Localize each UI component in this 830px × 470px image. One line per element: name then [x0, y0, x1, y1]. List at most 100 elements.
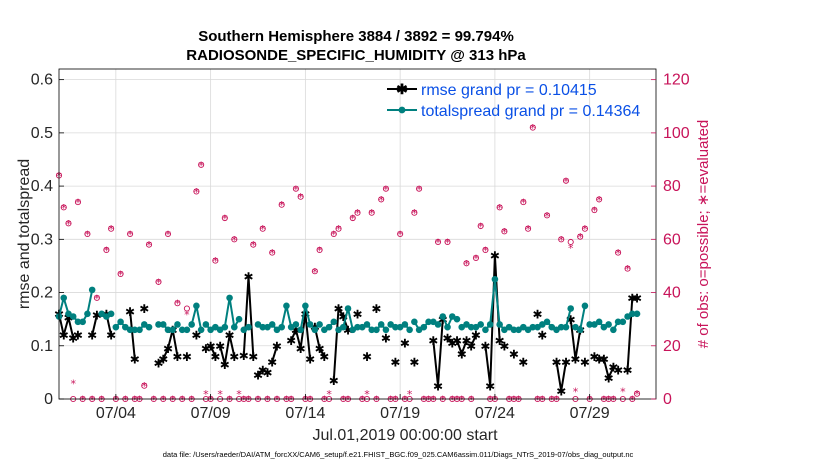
- totalspread-point-17-2: [344, 305, 352, 312]
- obs-evaluated-point-57: *: [326, 388, 332, 401]
- rmse-point-15-1: ✱: [334, 302, 344, 316]
- rmse-line-segment-38: [626, 296, 637, 370]
- rmse-point-25-1: ✱: [471, 329, 481, 343]
- totalspread-point-6-1: [174, 321, 181, 328]
- obs-evaluated-point-44: *: [265, 394, 271, 407]
- obs-possible-point-68: [378, 196, 385, 203]
- rmse-point-37-0: ✱: [613, 363, 623, 377]
- obs-evaluated-point-43: *: [260, 223, 266, 236]
- obs-evaluated-point-61: *: [345, 394, 351, 407]
- obs-evaluated-point-108: *: [568, 242, 574, 255]
- rmse-line-segment-14: [313, 326, 326, 357]
- obs-possible-point-15: [127, 230, 134, 238]
- obs-possible-point-93: [496, 204, 503, 211]
- obs-possible-point-66: [368, 209, 375, 216]
- y-axis-label-right: # of obs: o=possible; ∗=evaluated: [695, 120, 712, 349]
- rmse-point-24-0: ✱: [442, 331, 452, 345]
- x-axis-ticks: 07/04 07/09 07/14 07/19 07/24 07/29: [96, 394, 610, 422]
- totalspread-point-37-0: [610, 326, 617, 334]
- rmse-point-19-0: ✱: [381, 331, 391, 345]
- legend-rmse-marker: ✱: [396, 81, 408, 97]
- rmse-point-3-1: ✱: [130, 353, 140, 367]
- obs-evaluated-point-1: *: [61, 202, 67, 215]
- totalspread-point-33-2: [562, 323, 570, 331]
- rmse-line-segment-36: [602, 358, 615, 381]
- legend-totalspread-label: totalspread grand pr = 0.14364: [421, 103, 640, 120]
- totalspread-point-25-3: [453, 315, 461, 323]
- totalspread-point-12-1: [259, 323, 267, 331]
- totalspread-point-23-0: [411, 318, 418, 326]
- obs-evaluated-point-36: *: [227, 394, 233, 407]
- rmse-point-6-0: ✱: [182, 350, 192, 364]
- obs-evaluated-point-45: *: [269, 247, 275, 260]
- legend-totalspread-marker: [398, 106, 406, 114]
- obs-evaluated-point-23: *: [165, 229, 171, 242]
- totalspread-point-35-0: [586, 321, 593, 328]
- rmse-point-18-0: ✱: [371, 302, 381, 316]
- rmse-line-segment-3: [129, 311, 136, 360]
- totalspread-point-5-0: [155, 321, 162, 328]
- totalspread-point-13-0: [268, 321, 276, 328]
- obs-evaluated-point-56: *: [322, 394, 328, 407]
- x-axis-label: Jul.01,2019 00:00:00 start: [312, 427, 498, 444]
- totalspread-point-25-1: [444, 323, 451, 331]
- obs-evaluated-point-52: *: [303, 394, 309, 407]
- rmse-point-9-2: ✱: [225, 329, 235, 343]
- obs-evaluated-point-80: *: [435, 236, 441, 249]
- x-tick-label-2: 07/14: [285, 405, 325, 422]
- rmse-line-segment-25: [470, 334, 477, 347]
- obs-evaluated-point-53: *: [307, 394, 313, 407]
- rmse-line-segment-9: [219, 334, 236, 365]
- rmse-point-35-1: ✱: [594, 353, 604, 367]
- obs-evaluated-point-6: *: [85, 229, 91, 242]
- rmse-point-20-0: ✱: [390, 355, 400, 369]
- rmse-line-segment-8: [205, 344, 217, 357]
- obs-evaluated-point-28: *: [189, 394, 195, 407]
- rmse-line-segment-0: [58, 313, 79, 340]
- obs-evaluated-point-2: *: [66, 218, 72, 231]
- totalspread-point-0-4: [74, 318, 82, 326]
- totalspread-point-15-3: [311, 326, 319, 334]
- totalspread-point-8-2: [197, 326, 205, 334]
- totalspread-point-5-2: [164, 326, 172, 334]
- rmse-point-23-1: ✱: [433, 379, 443, 393]
- rmse-point-38-0: ✱: [623, 363, 633, 377]
- obs-possible-point-113: [591, 206, 598, 214]
- obs-evaluated-point-95: *: [506, 394, 512, 407]
- y-tick-label-right-3: 60: [663, 231, 681, 248]
- rmse-point-38-1: ✱: [627, 291, 637, 305]
- rmse-point-28-0: ✱: [509, 347, 519, 361]
- obs-evaluated-point-42: *: [255, 394, 261, 407]
- obs-evaluated-point-58: *: [331, 229, 337, 242]
- totalspread-point-29-1: [510, 326, 518, 334]
- obs-evaluated-point-78: *: [426, 394, 432, 407]
- obs-possible-point-27: [183, 305, 190, 312]
- obs-evaluated-point-119: *: [620, 386, 626, 399]
- y-axis-right-ticks: 0 20 40 60 80 100 120: [651, 72, 690, 408]
- obs-evaluated-point-118: *: [615, 247, 621, 260]
- totalspread-point-36-2: [605, 321, 612, 328]
- obs-evaluated-point-117: *: [611, 394, 617, 407]
- rmse-point-24-2: ✱: [452, 334, 462, 348]
- obs-possible-point-111: [581, 225, 588, 232]
- obs-possible-point-35: [221, 214, 228, 222]
- obs-possible-point-23: [164, 230, 172, 238]
- obs-possible-point-51: [297, 193, 304, 200]
- obs-evaluated-point-64: *: [359, 394, 365, 407]
- obs-evaluated-point-98: *: [521, 197, 527, 210]
- rmse-point-36-0: ✱: [599, 353, 609, 367]
- obs-evaluated-point-29: *: [194, 186, 200, 199]
- obs-possible-point-10: [103, 246, 110, 254]
- rmse-point-32-0: ✱: [551, 355, 561, 369]
- obs-evaluated-point-11: *: [108, 223, 114, 236]
- obs-evaluated-point-90: *: [483, 244, 489, 257]
- rmse-point-26-3: ✱: [495, 334, 505, 348]
- obs-evaluated-point-3: *: [70, 378, 76, 391]
- rmse-point-11-2: ✱: [262, 366, 272, 380]
- totalspread-point-24-0: [420, 323, 428, 331]
- rmse-point-13-3: ✱: [300, 307, 310, 321]
- rmse-line-segment-10: [242, 276, 255, 357]
- obs-evaluated-point-8: *: [94, 292, 100, 305]
- totalspread-point-15-1: [302, 302, 309, 310]
